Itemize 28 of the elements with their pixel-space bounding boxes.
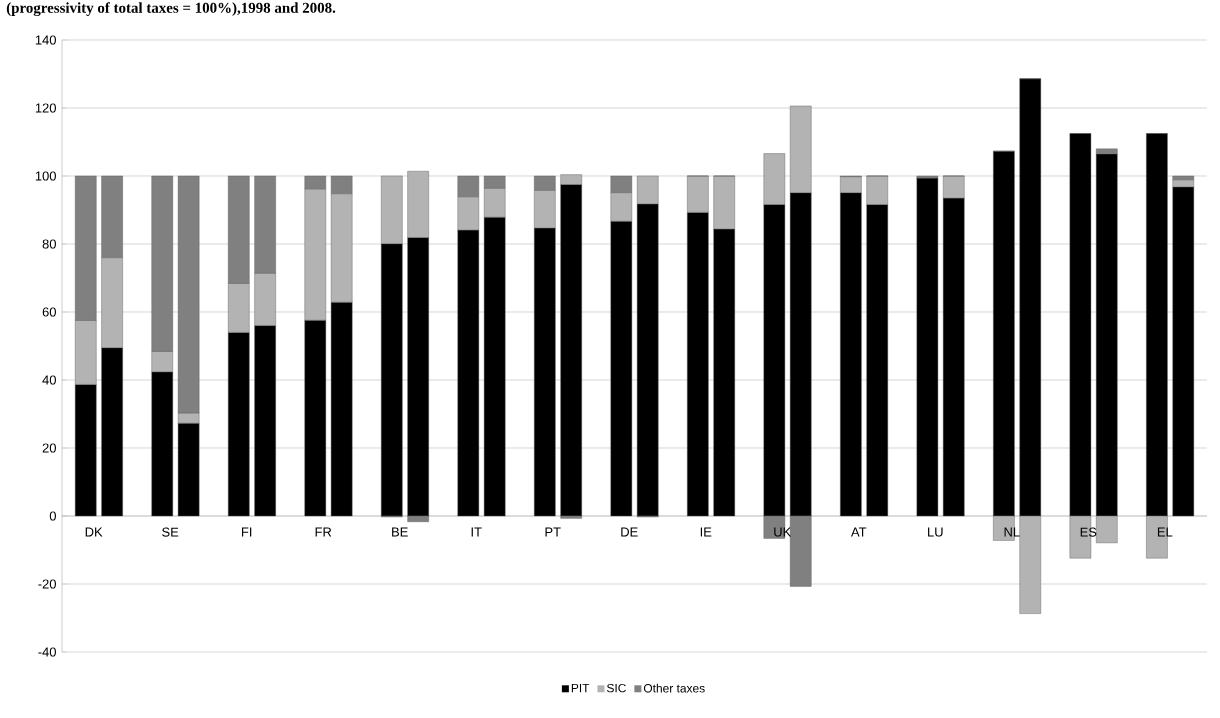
y-tick-label: 60: [42, 307, 56, 317]
x-tick-label: BE: [392, 527, 408, 537]
y-tick-label: 140: [35, 35, 56, 45]
x-tick-label: NL: [1004, 527, 1020, 537]
y-tick-label: -40: [38, 647, 56, 657]
x-tick-label: PT: [545, 527, 561, 537]
legend-label: PIT: [571, 683, 590, 693]
y-tick-label: -20: [38, 579, 56, 589]
y-tick-label: 100: [35, 171, 56, 181]
x-tick-label: DE: [621, 527, 638, 537]
x-tick-label: AT: [851, 527, 867, 537]
y-tick-label: 80: [42, 239, 56, 249]
x-tick-label: IT: [471, 527, 482, 537]
x-tick-label: FR: [315, 527, 332, 537]
y-tick-label: 0: [49, 511, 56, 521]
x-tick-label: LU: [928, 527, 943, 537]
x-tick-label: DK: [85, 527, 103, 537]
y-tick-label: 20: [42, 443, 56, 453]
x-tick-label: IE: [700, 527, 712, 537]
x-tick-label: SE: [162, 527, 179, 537]
x-tick-label: ES: [1080, 527, 1097, 537]
legend-label: Other taxes: [643, 683, 705, 693]
y-tick-label: 120: [35, 103, 56, 113]
chart-title: (progressivity of total taxes = 100%),1998 and 2008.: [6, 2, 336, 17]
x-tick-label: EL: [1157, 527, 1173, 537]
x-tick-label: FI: [241, 527, 252, 537]
y-tick-label: 40: [42, 375, 56, 385]
legend-label: SIC: [607, 683, 626, 693]
